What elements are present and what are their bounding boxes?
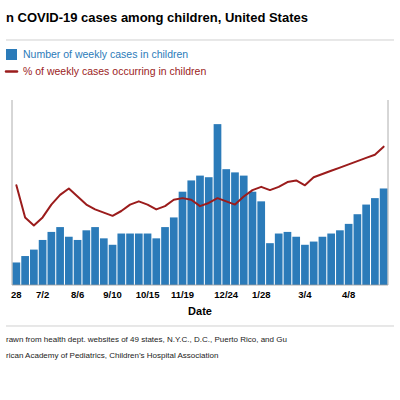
- bar: [152, 238, 160, 285]
- bar: [187, 180, 195, 285]
- bar: [284, 232, 292, 285]
- bar: [30, 250, 38, 285]
- x-tick-label: 4/8: [342, 289, 355, 300]
- bar: [126, 234, 134, 285]
- bar: [196, 176, 204, 285]
- bar: [91, 227, 99, 285]
- bar: [310, 242, 318, 285]
- x-tick-label: 3/4: [298, 289, 312, 300]
- bar: [135, 234, 143, 285]
- line: [16, 147, 383, 226]
- bar: [345, 224, 353, 285]
- x-tick-label: 11/19: [171, 289, 194, 300]
- bar: [100, 238, 108, 285]
- bar: [214, 124, 222, 285]
- marks: [13, 124, 388, 285]
- bar: [39, 240, 47, 285]
- bar: [240, 176, 248, 285]
- separator: [6, 40, 394, 41]
- bar: [292, 237, 300, 285]
- bar: [48, 232, 56, 285]
- bar: [354, 214, 362, 285]
- bar: [380, 188, 388, 285]
- legend-swatch: [6, 49, 17, 60]
- x-axis: [12, 285, 388, 286]
- legend-label: % of weekly cases occurring in children: [23, 65, 206, 77]
- legend-swatch: [6, 70, 17, 73]
- legend-label: Number of weekly cases in children: [23, 48, 188, 60]
- bar: [222, 169, 230, 285]
- x-tick-label: 10/15: [136, 289, 160, 300]
- x-tick-label: 12/24: [214, 289, 238, 300]
- bar: [266, 243, 274, 285]
- x-tick-label: 9/10: [103, 289, 122, 300]
- bar: [21, 256, 29, 285]
- bar: [56, 227, 64, 285]
- y-axis: [12, 100, 13, 285]
- x-tick-label: 1/28: [252, 289, 271, 300]
- bar: [231, 172, 239, 285]
- bar: [327, 234, 335, 285]
- x-tick-label: 7/2: [36, 289, 49, 300]
- separator: [6, 326, 394, 327]
- bar: [371, 198, 379, 285]
- x-tick-label: 28: [11, 289, 22, 300]
- footnote: rawn from health dept. websites of 49 st…: [6, 335, 287, 344]
- bar: [74, 240, 82, 285]
- bar: [13, 262, 21, 285]
- bar: [257, 201, 265, 285]
- chart: n COVID-19 cases among children, United …: [0, 0, 400, 400]
- bar: [65, 237, 73, 285]
- legend: Number of weekly cases in children % of w…: [6, 48, 206, 77]
- bar: [362, 205, 370, 285]
- x-tick-label: 8/6: [71, 289, 84, 300]
- bar: [275, 234, 283, 285]
- bar: [109, 245, 117, 285]
- bar: [170, 217, 178, 285]
- bar: [205, 177, 213, 285]
- x-axis-label: Date: [188, 305, 212, 317]
- title: n COVID-19 cases among children, United …: [6, 10, 308, 25]
- bar: [301, 245, 309, 285]
- footnote: rican Academy of Pediatrics, Children’s …: [6, 351, 218, 360]
- bar: [82, 230, 90, 285]
- bar: [249, 192, 257, 285]
- bar: [319, 237, 327, 285]
- bar: [161, 227, 169, 285]
- y2-axis: [388, 100, 389, 285]
- bar: [117, 234, 125, 285]
- bar: [336, 230, 344, 285]
- bar: [179, 192, 187, 285]
- bar: [144, 234, 152, 285]
